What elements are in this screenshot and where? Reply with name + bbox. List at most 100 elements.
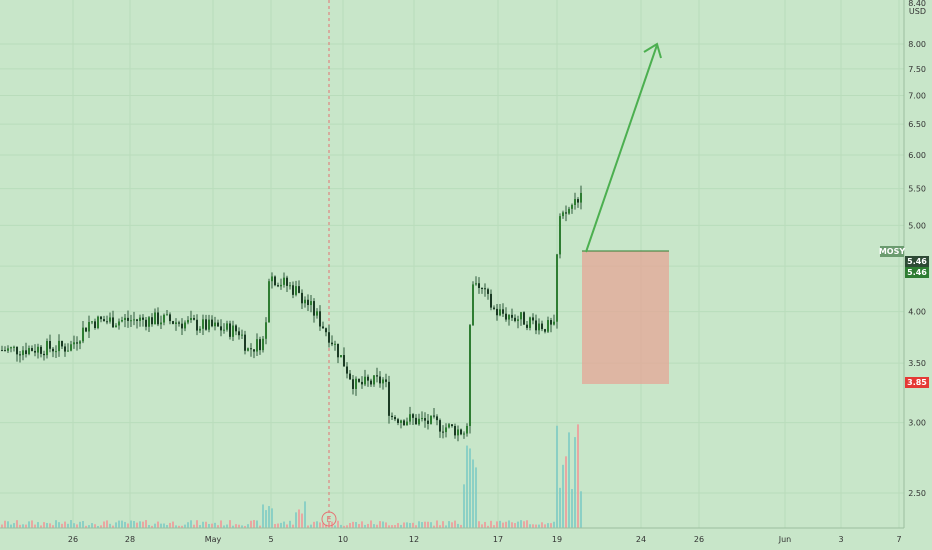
candle-body (457, 429, 459, 436)
candle-body (10, 347, 12, 349)
candle-body (394, 417, 396, 420)
candle-body (244, 334, 246, 351)
candle-body (208, 319, 210, 330)
volume-bar (154, 523, 156, 528)
volume-bar (265, 510, 267, 528)
volume-bar (121, 520, 123, 528)
time-tick-label: 26 (694, 535, 704, 544)
candle-body (535, 320, 537, 331)
candle-body (118, 321, 120, 326)
volume-bar (88, 525, 90, 528)
candle-body (358, 378, 360, 382)
volume-bar (400, 524, 402, 528)
volume-bar (31, 520, 33, 528)
candle-body (472, 284, 474, 326)
volume-bars (1, 424, 582, 528)
time-tick-label: 7 (896, 535, 901, 544)
candle-body (388, 381, 390, 416)
candle-body (52, 348, 54, 352)
volume-bar (496, 521, 498, 528)
volume-bar (343, 525, 345, 528)
volume-bar (553, 521, 555, 528)
volume-bar (502, 522, 504, 528)
candle-body (292, 285, 294, 295)
candle-body (115, 325, 117, 328)
time-axis: 26 28 May 5 10 12 17 19 24 26 Jun 3 7 (68, 535, 902, 544)
volume-bar (406, 522, 408, 528)
candle-body (430, 415, 432, 424)
volume-bar (205, 521, 207, 528)
volume-bar (151, 525, 153, 528)
candle-body (73, 342, 75, 345)
candle-body (151, 317, 153, 325)
price-tick-label: 4.00 (908, 308, 926, 317)
candle-body (433, 415, 435, 417)
time-tick-label: May (205, 535, 222, 544)
candle-body (31, 348, 33, 351)
candle-body (499, 309, 501, 316)
candle-body (511, 314, 513, 318)
candle-body (235, 325, 237, 332)
candle-body (250, 348, 252, 350)
volume-bar (70, 520, 72, 528)
candle-body (55, 351, 57, 353)
volume-bar (304, 501, 306, 528)
volume-bar (181, 525, 183, 528)
projection-arrow[interactable] (585, 42, 662, 253)
volume-bar (223, 525, 225, 528)
candle-body (280, 284, 282, 287)
candle-body (451, 424, 453, 427)
volume-bar (565, 456, 567, 528)
volume-bar (316, 521, 318, 528)
volume-bar (55, 520, 57, 528)
candle-body (145, 319, 147, 327)
volume-bar (52, 525, 54, 528)
candle-body (154, 312, 156, 325)
volume-bar (415, 525, 417, 528)
volume-bar (382, 521, 384, 528)
candle-body (322, 326, 324, 329)
volume-bar (340, 524, 342, 528)
volume-bar (577, 424, 579, 528)
candle-body (307, 299, 309, 306)
candle-body (34, 350, 36, 353)
candle-body (88, 322, 90, 332)
price-tick-label: 5.00 (908, 221, 926, 230)
price-tick-label: 6.50 (908, 120, 926, 129)
candle-body (553, 321, 555, 325)
candle-body (40, 346, 42, 354)
candle-body (232, 325, 234, 337)
volume-bar (79, 521, 81, 528)
candle-body (325, 328, 327, 333)
volume-bar (109, 523, 111, 528)
volume-bar (46, 523, 48, 528)
volume-bar (574, 437, 576, 528)
volume-bar (484, 521, 486, 528)
earnings-marker[interactable]: E (321, 511, 337, 527)
volume-bar (571, 489, 573, 528)
candle-body (109, 317, 111, 322)
candle-body (538, 323, 540, 331)
volume-bar (421, 522, 423, 528)
candle-body (502, 309, 504, 314)
volume-bar (418, 521, 420, 528)
candle-body (157, 312, 159, 325)
candle-body (298, 286, 300, 293)
candle-body (37, 346, 39, 353)
candle-body (343, 355, 345, 367)
time-tick-label: 3 (838, 535, 843, 544)
risk-reward-box[interactable] (582, 251, 669, 384)
candle-body (259, 339, 261, 351)
volume-bar (313, 521, 315, 528)
volume-bar (271, 508, 273, 528)
volume-bar (298, 509, 300, 528)
volume-bar (469, 448, 471, 528)
time-tick-label: 17 (493, 535, 503, 544)
candle-body (133, 319, 135, 321)
candle-body (274, 276, 276, 286)
volume-bar (28, 521, 30, 528)
candle-body (523, 312, 525, 325)
volume-bar (67, 523, 69, 528)
candle-body (349, 373, 351, 380)
candle-body (64, 346, 66, 352)
